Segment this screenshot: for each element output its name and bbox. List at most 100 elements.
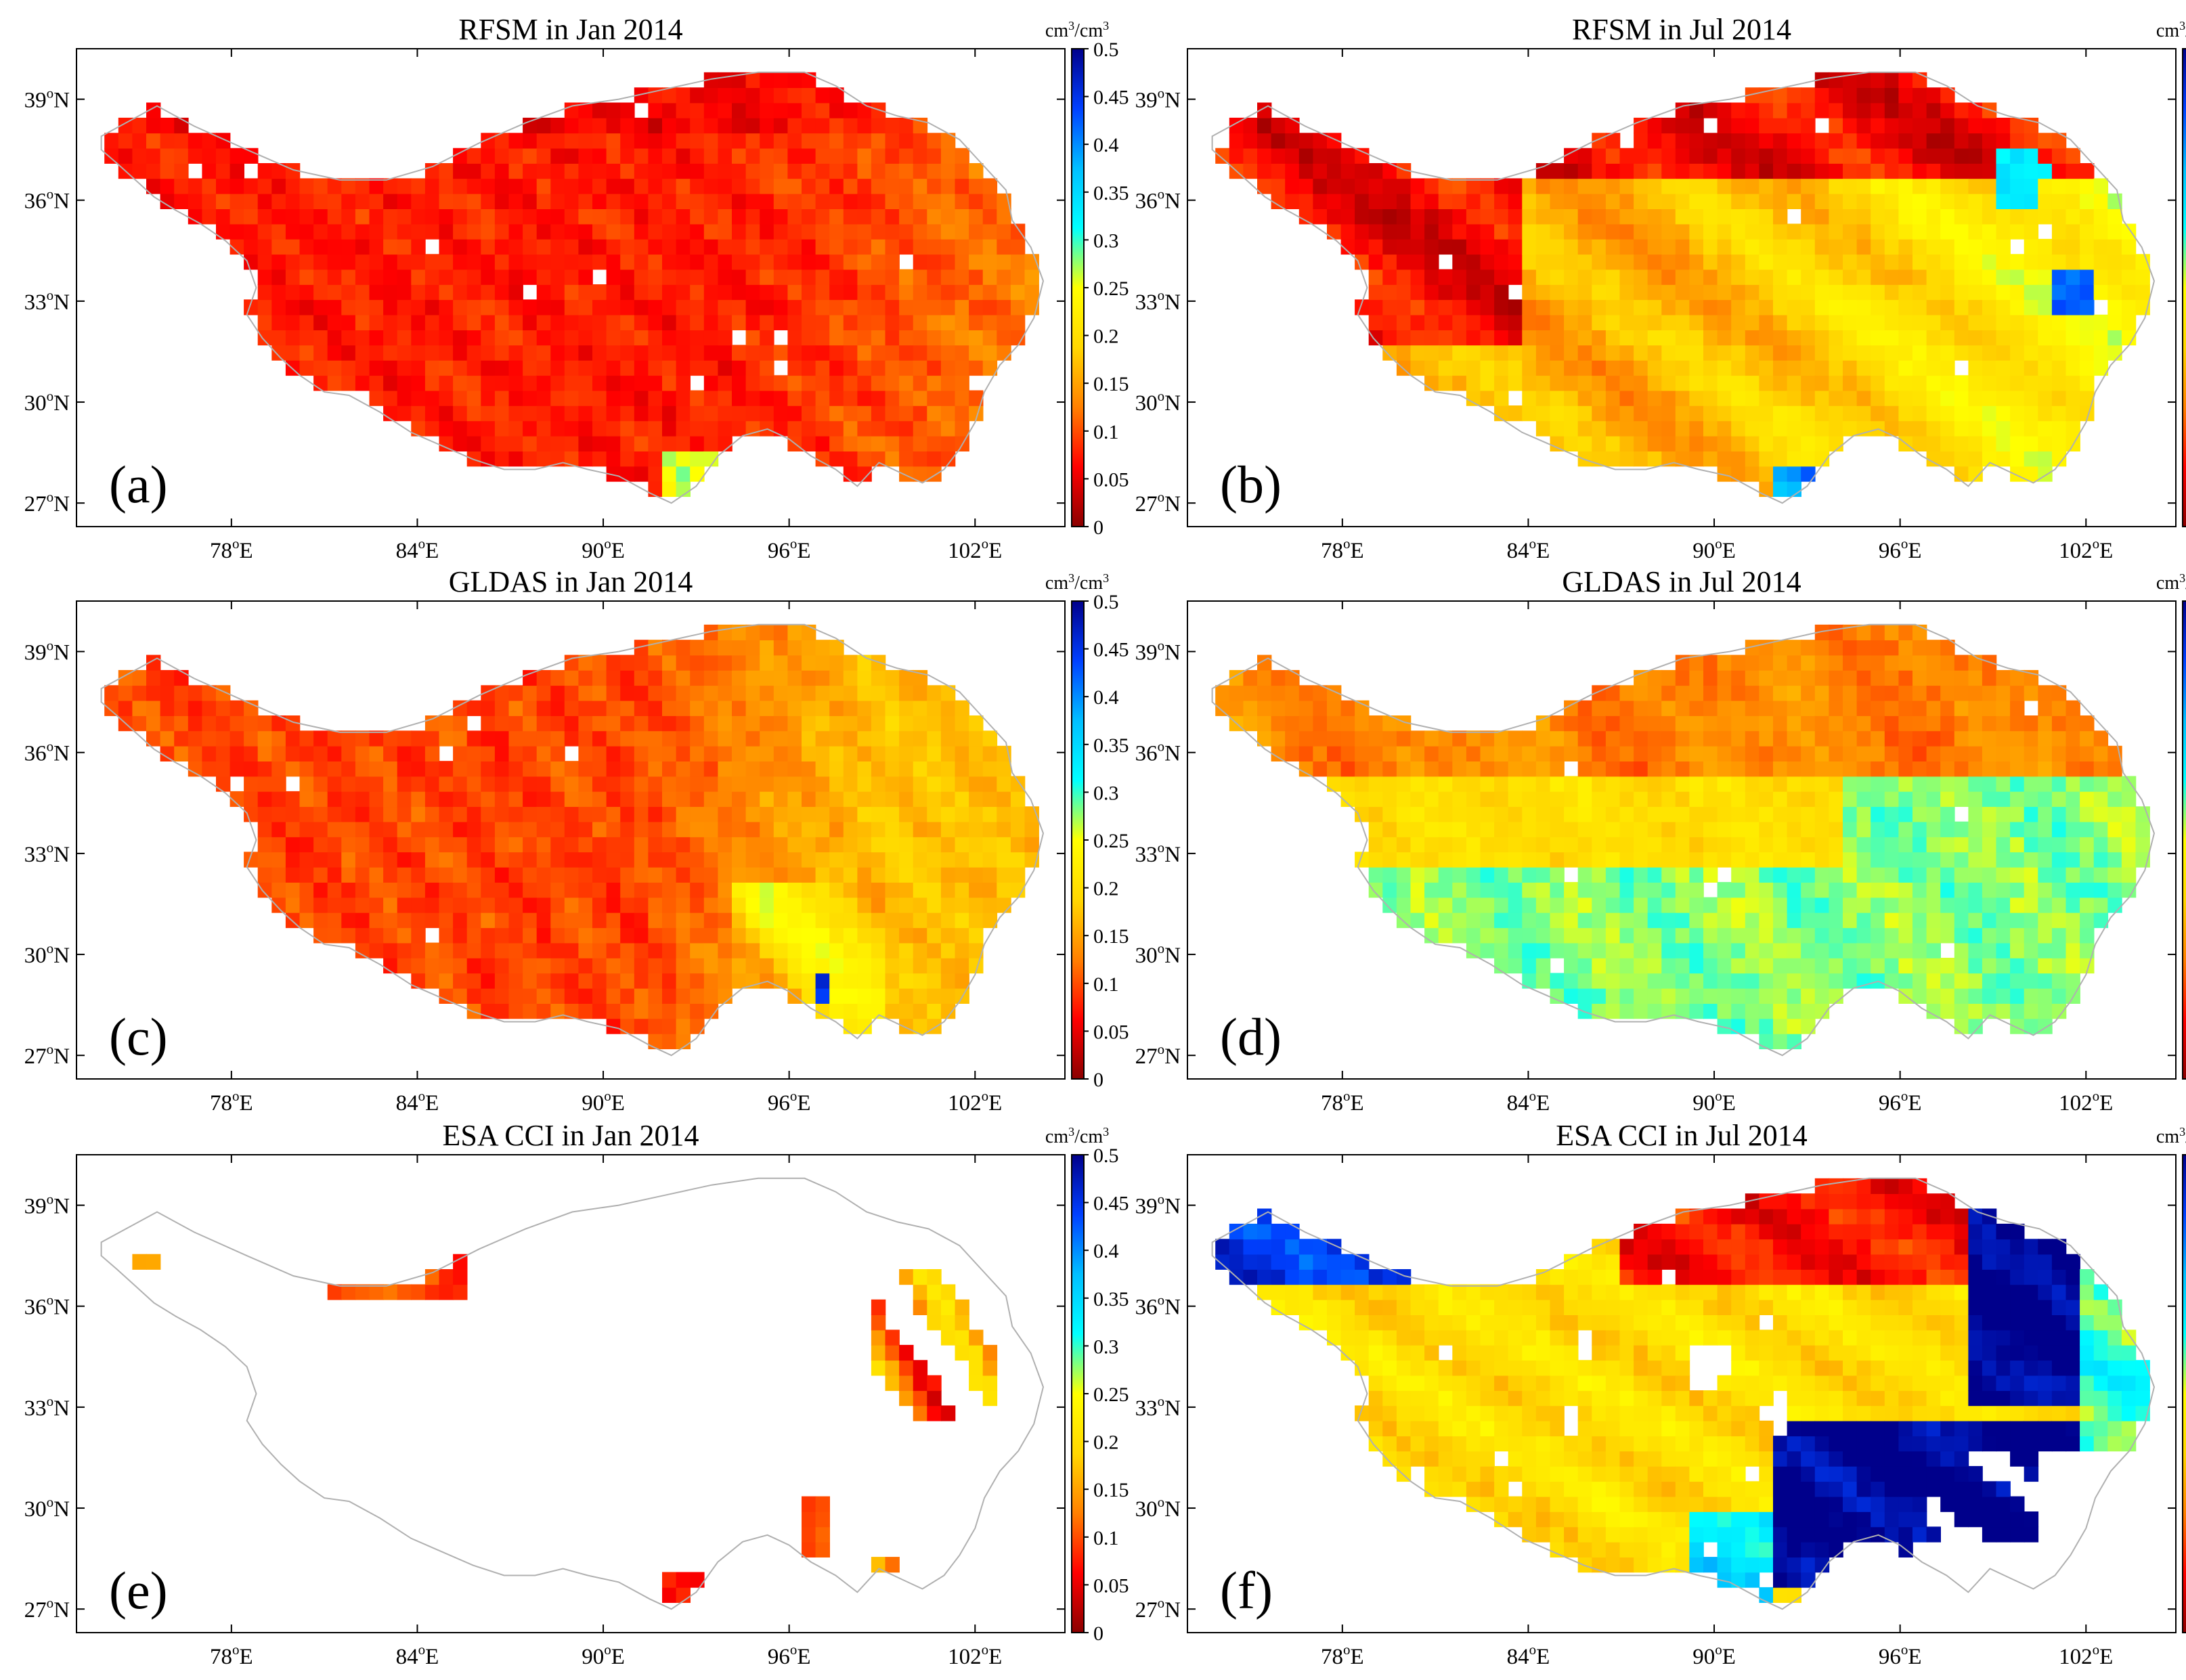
colorbar-unit: cm3/cm3 [1045, 19, 1109, 41]
colorbar-tick-label: 0.45 [1093, 1193, 1129, 1215]
colorbar-tick-label: 0.2 [1093, 1432, 1119, 1454]
lon-tick-label: 96oE [768, 1088, 811, 1115]
lat-tick-label: 39oN [1135, 1191, 1181, 1219]
panel-title: GLDAS in Jul 2014 [1562, 565, 1801, 598]
lat-tick-label: 36oN [1135, 1292, 1181, 1320]
lon-tick-label: 84oE [1507, 1088, 1550, 1115]
lat-tick-label: 36oN [1135, 738, 1181, 766]
colorbar-tick-label: 0.05 [1093, 1021, 1129, 1043]
colorbar-tick-label: 0 [1093, 1622, 1103, 1645]
lat-tick-label: 27oN [24, 489, 70, 516]
colorbar-tick-label: 0.2 [1093, 878, 1119, 900]
axes-frame [1187, 48, 2177, 527]
lat-tick-label: 27oN [24, 1041, 70, 1069]
soil-moisture-field [1215, 1178, 2150, 1604]
panel-label: (a) [109, 455, 168, 514]
lon-tick-label: 78oE [210, 1641, 253, 1669]
lon-tick-label: 78oE [210, 1088, 253, 1115]
colorbar-tick-label: 0.25 [1093, 1384, 1129, 1406]
lat-tick-label: 27oN [1135, 1041, 1181, 1069]
axes-frame [76, 600, 1066, 1080]
lon-tick-label: 90oE [1692, 1088, 1736, 1115]
colorbar-tick-label: 0.4 [1093, 686, 1119, 709]
axes-frame [76, 1154, 1066, 1633]
lat-tick-label: 33oN [1135, 839, 1181, 867]
soil-moisture-field [132, 1254, 998, 1604]
colorbar: 0.50.450.40.350.30.250.20.150.10.050cm3/… [1045, 571, 1129, 1091]
map-panel-d: 39oN 36oN 33oN 30oN 27oN 78oE 84oE 90oE 96oE 102o… [1135, 565, 2186, 1115]
colorbar-tick-label: 0.15 [1093, 1479, 1129, 1501]
plateau-boundary [100, 71, 1045, 504]
colorbar-tick-label: 0.25 [1093, 278, 1129, 300]
soil-moisture-field [1215, 72, 2150, 498]
colorbar: 0.50.450.40.350.30.250.20.150.10.050cm3/… [2156, 1125, 2186, 1633]
lat-tick-label: 30oN [24, 940, 70, 968]
colorbar-unit: cm3/cm3 [2156, 1125, 2186, 1147]
lon-tick-label: 96oE [768, 1641, 811, 1669]
colorbar-unit: cm3/cm3 [1045, 1125, 1109, 1147]
soil-moisture-field [1215, 624, 2150, 1050]
lon-tick-label: 90oE [582, 1088, 625, 1115]
lat-tick-label: 27oN [24, 1595, 70, 1622]
lat-tick-label: 36oN [24, 1292, 70, 1320]
lat-tick-label: 30oN [24, 388, 70, 416]
lat-tick-label: 39oN [24, 85, 70, 113]
soil-moisture-field [104, 72, 1039, 498]
colorbar-tick-label: 0.35 [1093, 182, 1129, 204]
lon-tick-label: 102oE [2059, 1641, 2113, 1669]
colorbar-tick-label: 0.15 [1093, 373, 1129, 395]
colorbar-tick-label: 0 [1093, 516, 1103, 539]
lat-tick-label: 36oN [24, 186, 70, 214]
colorbar-tick-label: 0.5 [1093, 591, 1119, 613]
lat-tick-label: 33oN [1135, 287, 1181, 315]
lat-tick-label: 39oN [1135, 638, 1181, 665]
lon-tick-label: 84oE [396, 1641, 439, 1669]
soil-moisture-field [104, 624, 1039, 1050]
axes-frame [1187, 600, 2177, 1080]
colorbar: 0.50.450.40.350.30.250.20.150.10.050cm3/… [2156, 571, 2186, 1080]
map-panel-f: 39oN 36oN 33oN 30oN 27oN 78oE 84oE 90oE 96oE 102o… [1135, 1119, 2186, 1669]
lat-tick-label: 30oN [1135, 940, 1181, 968]
colorbar-unit: cm3/cm3 [1045, 571, 1109, 594]
lon-tick-label: 96oE [1879, 1088, 1922, 1115]
panel-title: RFSM in Jan 2014 [458, 13, 682, 46]
lon-tick-label: 102oE [2059, 535, 2113, 563]
lon-tick-label: 84oE [396, 1088, 439, 1115]
lat-tick-label: 33oN [24, 839, 70, 867]
plateau-boundary [100, 623, 1045, 1057]
lon-tick-label: 84oE [1507, 1641, 1550, 1669]
panel-label: (e) [109, 1561, 168, 1620]
lon-tick-label: 102oE [948, 535, 1002, 563]
lat-tick-label: 33oN [1135, 1393, 1181, 1421]
lat-tick-label: 30oN [1135, 1494, 1181, 1522]
panel-label: (d) [1220, 1007, 1282, 1066]
lon-tick-label: 96oE [1879, 535, 1922, 563]
colorbar-tick-label: 0.3 [1093, 1335, 1119, 1358]
lon-tick-label: 90oE [1692, 1641, 1736, 1669]
lat-tick-label: 39oN [1135, 85, 1181, 113]
map-panel-b: 39oN 36oN 33oN 30oN 27oN 78oE 84oE 90oE 96oE 102o… [1135, 13, 2186, 563]
lon-tick-label: 84oE [396, 535, 439, 563]
plateau-boundary [1211, 623, 2156, 1057]
colorbar-tick-label: 0.15 [1093, 925, 1129, 948]
panel-label: (c) [109, 1007, 168, 1066]
axes-frame [1187, 1154, 2177, 1633]
colorbar-tick-label: 0.45 [1093, 87, 1129, 109]
colorbar: 0.50.450.40.350.30.250.20.150.10.050cm3/… [1045, 19, 1129, 539]
lat-tick-label: 36oN [1135, 186, 1181, 214]
colorbar-tick-label: 0.4 [1093, 134, 1119, 156]
lon-tick-label: 78oE [1321, 1641, 1364, 1669]
lon-tick-label: 84oE [1507, 535, 1550, 563]
colorbar-tick-label: 0.05 [1093, 1574, 1129, 1597]
lon-tick-label: 90oE [582, 535, 625, 563]
lon-tick-label: 78oE [210, 535, 253, 563]
colorbar-tick-label: 0.2 [1093, 326, 1119, 348]
colorbar-tick-label: 0.3 [1093, 782, 1119, 804]
map-panel-a: 39oN 36oN 33oN 30oN 27oN 78oE 84oE 90oE 96oE 102o… [24, 13, 1129, 563]
lat-tick-label: 33oN [24, 287, 70, 315]
lon-tick-label: 90oE [1692, 535, 1736, 563]
colorbar-unit: cm3/cm3 [2156, 571, 2186, 594]
lat-tick-label: 36oN [24, 738, 70, 766]
panel-title: RFSM in Jul 2014 [1572, 13, 1791, 46]
panel-title: ESA CCI in Jul 2014 [1556, 1119, 1808, 1152]
